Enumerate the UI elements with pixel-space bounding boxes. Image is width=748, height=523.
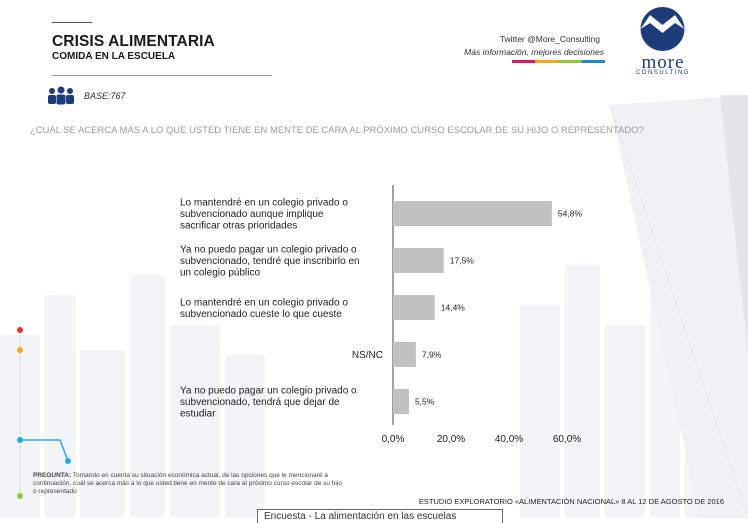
bar-value-label: 7,9% [422, 350, 442, 360]
base-count: BASE:767 [84, 91, 126, 101]
title-top-rule [52, 22, 92, 23]
category-label: subvencionado cueste lo que cueste [180, 309, 342, 320]
category-label: estudiar [180, 409, 216, 420]
category-label: Ya no puedo pagar un colegio privado o [180, 386, 357, 397]
category-label: Lo mantendré en un colegio privado o [180, 198, 348, 209]
bar-value-label: 5,5% [415, 397, 435, 407]
bar-value-label: 14,4% [441, 303, 466, 313]
skyline-background [0, 95, 748, 518]
page-title: CRISIS ALIMENTARIA [52, 33, 215, 50]
x-tick-label: 40,0% [495, 434, 523, 445]
footnote-label: PREGUNTA: [33, 472, 72, 479]
people-icon [48, 86, 74, 105]
survey-question: ¿CUÁL SE ACERCA MÁS A LO QUE USTED TIENE… [30, 125, 644, 135]
category-label: subvencionado, tendré que inscribirlo en [180, 256, 360, 267]
category-label: Lo mantendré en un colegio privado o [180, 297, 348, 308]
footnote-text: Tomando en cuenta su situación económica… [33, 472, 342, 495]
more-consulting-logo [640, 7, 685, 51]
x-tick-label: 20,0% [437, 434, 465, 445]
category-label: Ya no puedo pagar un colegio privado o [180, 245, 357, 256]
category-label: subvencionado aunque implique [180, 209, 324, 220]
category-label: subvencionado, tendrá que dejar de [180, 397, 340, 408]
bar [393, 248, 444, 273]
category-label: un colegio público [180, 268, 260, 279]
bar-value-label: 54,8% [558, 209, 583, 219]
twitter-handle: Twitter @More_Consulting [499, 34, 600, 44]
bar-value-label: 17,5% [450, 256, 475, 266]
bar [393, 342, 416, 367]
logo-wordmark: more [641, 52, 685, 73]
sheet-tab[interactable]: Encuesta - La alimentación en las escuel… [257, 509, 503, 523]
bar [393, 201, 552, 226]
study-caption: ESTUDIO EXPLORATORIO «ALIMENTACIÓN NACIO… [418, 497, 724, 506]
bar [393, 389, 409, 414]
title-bottom-rule [52, 75, 272, 76]
page-subtitle: COMIDA EN LA ESCUELA [52, 51, 176, 62]
brand-tagline: Más información, mejores decisiones [464, 47, 604, 57]
x-tick-label: 0,0% [382, 434, 405, 445]
tagline-color-bar [512, 60, 605, 63]
bar [393, 295, 435, 320]
x-tick-label: 60,0% [553, 434, 581, 445]
category-label: NS/NC [352, 350, 383, 361]
category-label: sacrificar otras prioridades [180, 221, 297, 232]
logo-subtext: CONSULTING [636, 70, 690, 76]
question-footnote: PREGUNTA: Tomando en cuenta su situación… [33, 472, 343, 496]
